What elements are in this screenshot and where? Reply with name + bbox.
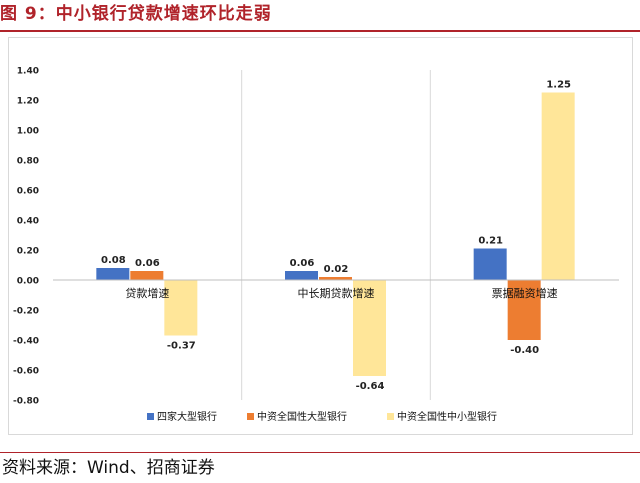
y-tick-label: 1.40 bbox=[17, 67, 39, 77]
data-label: 1.25 bbox=[546, 80, 571, 91]
y-tick-label: 1.20 bbox=[17, 97, 39, 107]
data-label: 0.06 bbox=[290, 258, 315, 269]
data-label: -0.40 bbox=[510, 345, 539, 356]
legend-swatch bbox=[387, 413, 394, 420]
y-tick-label: -0.80 bbox=[13, 397, 39, 407]
legend-label: 四家大型银行 bbox=[157, 410, 217, 423]
legend-label: 中资全国性大型银行 bbox=[257, 410, 347, 423]
bar bbox=[473, 248, 507, 280]
data-label: -0.64 bbox=[356, 381, 385, 392]
bar bbox=[164, 280, 198, 336]
figure-title: 图 9：中小银行贷款增速环比走弱 bbox=[0, 4, 272, 24]
bar bbox=[541, 92, 575, 280]
data-label: 0.02 bbox=[324, 264, 349, 275]
category-label: 中长期贷款增速 bbox=[298, 286, 375, 300]
y-tick-label: 0.60 bbox=[17, 187, 39, 197]
y-tick-label: 0.80 bbox=[17, 157, 39, 167]
y-tick-label: -0.60 bbox=[13, 367, 39, 377]
bar bbox=[319, 277, 352, 280]
bar bbox=[353, 280, 386, 376]
y-tick-label: 0.20 bbox=[17, 247, 39, 257]
data-label: -0.37 bbox=[167, 341, 196, 352]
source-divider bbox=[0, 452, 640, 453]
title-divider bbox=[0, 30, 640, 32]
y-tick-label: -0.40 bbox=[13, 337, 39, 347]
bar-chart: 1.40 1.20 1.00 0.80 0.60 0.40 0.20 0.00 -0.20 -0.… bbox=[13, 67, 619, 423]
y-tick-label: 0.40 bbox=[17, 217, 39, 227]
data-label: 0.08 bbox=[101, 255, 126, 266]
legend-swatch bbox=[247, 413, 254, 420]
source-note: 资料来源：Wind、招商证券 bbox=[2, 458, 215, 478]
category-label: 贷款增速 bbox=[125, 286, 169, 300]
y-tick-label: 0.00 bbox=[17, 277, 39, 287]
y-tick-label: 1.00 bbox=[17, 127, 39, 137]
legend-swatch bbox=[147, 413, 154, 420]
legend-label: 中资全国性中小型银行 bbox=[397, 410, 497, 423]
category-label: 票据融资增速 bbox=[492, 286, 558, 300]
chart-frame: 1.40 1.20 1.00 0.80 0.60 0.40 0.20 0.00 -0.20 -0.… bbox=[8, 37, 633, 435]
data-label: 0.06 bbox=[135, 258, 160, 269]
bar bbox=[507, 280, 541, 340]
bar bbox=[96, 268, 130, 280]
y-tick-label: -0.20 bbox=[13, 307, 39, 317]
bar bbox=[130, 271, 164, 280]
data-label: 0.21 bbox=[478, 236, 503, 247]
bar bbox=[285, 271, 318, 280]
